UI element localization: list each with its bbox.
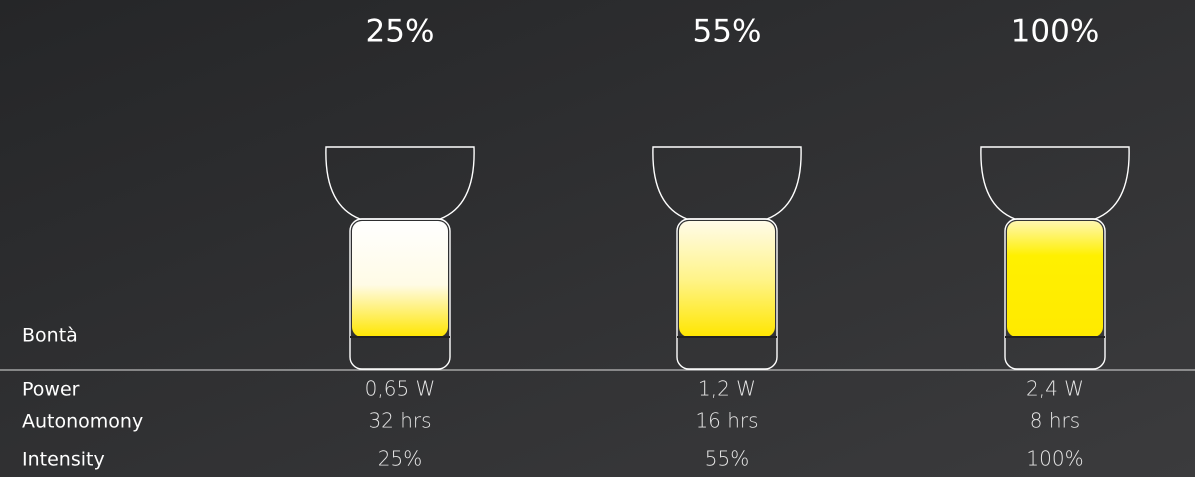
lamp-glow [1007,221,1103,337]
autonomy-value: 16 hrs [695,409,758,433]
autonomy-value: 32 hrs [368,409,431,433]
columns: 25% 0,65 W 32 hrs 25% 55% 1,2 W 16 hrs 55% 100% 2… [325,14,1130,471]
intensity-value: 55% [705,447,749,471]
lamp [652,146,802,370]
row-label: Power [22,379,80,401]
lamp-body [1004,218,1106,370]
power-value: 1,2 W [698,377,756,401]
power-value: 0,65 W [365,377,436,401]
lamp-glow [352,221,448,337]
level-heading: 100% [1011,14,1100,50]
autonomy-value: 8 hrs [1030,409,1080,433]
level-heading: 55% [693,14,762,50]
power-value: 2,4 W [1026,377,1084,401]
level-heading: 25% [366,14,435,50]
lamp [325,146,475,370]
lamp [980,146,1130,370]
product-name: Bontà [22,325,78,347]
lamp-body [349,218,451,370]
lamp-glow [679,221,775,337]
row-label: Autonomony [22,411,143,433]
row-label: Intensity [22,449,105,471]
lamp-body [676,218,778,370]
intensity-value: 25% [378,447,422,471]
intensity-value: 100% [1026,447,1083,471]
